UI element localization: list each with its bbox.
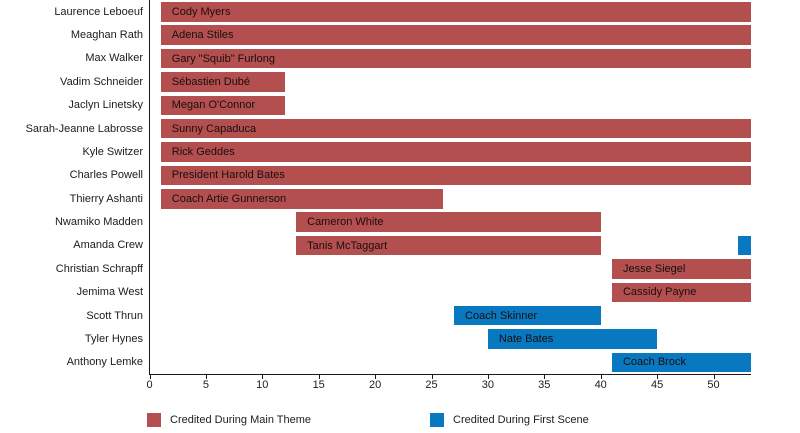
x-tick xyxy=(431,375,433,379)
actor-label: Meaghan Rath xyxy=(70,29,143,42)
credit-bar-main-theme: Coach Artie Gunnerson xyxy=(160,189,443,209)
character-label: Coach Skinner xyxy=(465,309,538,322)
actor-label: Jaclyn Linetsky xyxy=(68,99,143,112)
actor-label: Amanda Crew xyxy=(73,239,143,252)
credit-bar-main-theme: Sunny Capaduca xyxy=(160,118,751,139)
credit-bar-first-scene xyxy=(738,235,751,256)
character-label: Cameron White xyxy=(307,216,384,229)
character-label: Coach Brock xyxy=(622,356,686,369)
x-tick xyxy=(487,375,489,379)
x-tick xyxy=(375,375,377,379)
legend-item-first-scene: Credited During First Scene xyxy=(430,412,589,428)
legend-label-first-scene: Credited During First Scene xyxy=(453,414,589,426)
legend-item-main-theme: Credited During Main Theme xyxy=(147,412,311,428)
x-tick xyxy=(205,375,207,379)
x-tick-label: 0 xyxy=(146,379,153,391)
character-label: Jesse Siegel xyxy=(622,262,686,275)
x-tick-label: 20 xyxy=(368,379,382,391)
credit-bar-main-theme: Cassidy Payne xyxy=(611,282,751,302)
actor-label: Anthony Lemke xyxy=(66,356,143,369)
actor-label: Laurence Leboeuf xyxy=(54,5,143,18)
x-tick xyxy=(262,375,264,379)
x-tick xyxy=(600,375,602,379)
credit-bar-main-theme: Cody Myers xyxy=(160,2,751,22)
character-label: Cody Myers xyxy=(171,5,231,18)
legend-swatch-first-scene xyxy=(430,413,444,427)
character-label: Rick Geddes xyxy=(171,146,235,158)
x-tick xyxy=(318,375,320,379)
character-label: Tanis McTaggart xyxy=(307,239,388,252)
actor-label: Thierry Ashanti xyxy=(69,192,143,205)
character-label: Adena Stiles xyxy=(171,29,234,42)
credit-bar-first-scene: Coach Brock xyxy=(611,352,751,373)
credit-bar-first-scene: Nate Bates xyxy=(487,329,658,349)
x-tick xyxy=(544,375,546,379)
actor-label: Charles Powell xyxy=(69,169,143,182)
credit-bar-main-theme: Rick Geddes xyxy=(160,142,751,162)
character-label: Sunny Capaduca xyxy=(171,122,257,135)
credit-bar-main-theme: Jesse Siegel xyxy=(611,259,751,279)
x-tick-label: 25 xyxy=(425,379,438,391)
actor-label: Tyler Hynes xyxy=(84,332,143,345)
character-label: Gary "Squib" Furlong xyxy=(171,52,275,65)
character-label: Coach Artie Gunnerson xyxy=(171,192,287,205)
x-tick-label: 45 xyxy=(650,379,664,391)
actor-label: Sarah-Jeanne Labrosse xyxy=(25,122,143,135)
credit-bar-main-theme: Adena Stiles xyxy=(160,25,751,45)
x-tick-label: 15 xyxy=(312,379,325,391)
actor-label: Scott Thrun xyxy=(86,309,143,322)
x-tick-label: 5 xyxy=(202,379,209,391)
credit-bar-first-scene: Coach Skinner xyxy=(454,305,601,326)
credit-bar-main-theme: Sébastien Dubé xyxy=(160,72,285,92)
actor-label: Max Walker xyxy=(85,52,143,65)
x-tick xyxy=(657,375,659,379)
credit-bar-main-theme: Megan O'Connor xyxy=(160,95,285,115)
x-tick xyxy=(149,375,151,379)
y-axis-line xyxy=(149,0,150,375)
x-tick-label: 50 xyxy=(707,379,720,391)
x-tick-label: 10 xyxy=(256,379,269,391)
legend-swatch-main-theme xyxy=(147,413,161,427)
actor-label: Christian Schrapff xyxy=(55,262,143,275)
actor-label: Vadim Schneider xyxy=(60,75,143,88)
x-axis-line xyxy=(149,374,751,375)
actor-label: Nwamiko Madden xyxy=(54,216,143,229)
character-label: Nate Bates xyxy=(498,333,554,345)
x-tick-label: 35 xyxy=(538,379,551,391)
x-tick xyxy=(713,375,715,379)
x-tick-label: 40 xyxy=(594,379,607,391)
character-label: Megan O'Connor xyxy=(171,99,256,112)
credit-bar-main-theme: Tanis McTaggart xyxy=(296,235,601,256)
credit-bar-main-theme: Cameron White xyxy=(296,212,601,232)
legend-label-main-theme: Credited During Main Theme xyxy=(170,414,312,426)
credit-bar-main-theme: President Harold Bates xyxy=(160,165,751,186)
x-tick-label: 30 xyxy=(481,379,495,391)
character-label: President Harold Bates xyxy=(171,169,285,182)
actor-label: Jemima West xyxy=(76,286,143,299)
credit-bar-main-theme: Gary "Squib" Furlong xyxy=(160,48,751,69)
character-label: Sébastien Dubé xyxy=(171,75,251,88)
character-label: Cassidy Payne xyxy=(622,286,697,299)
actor-label: Kyle Switzer xyxy=(82,145,143,158)
